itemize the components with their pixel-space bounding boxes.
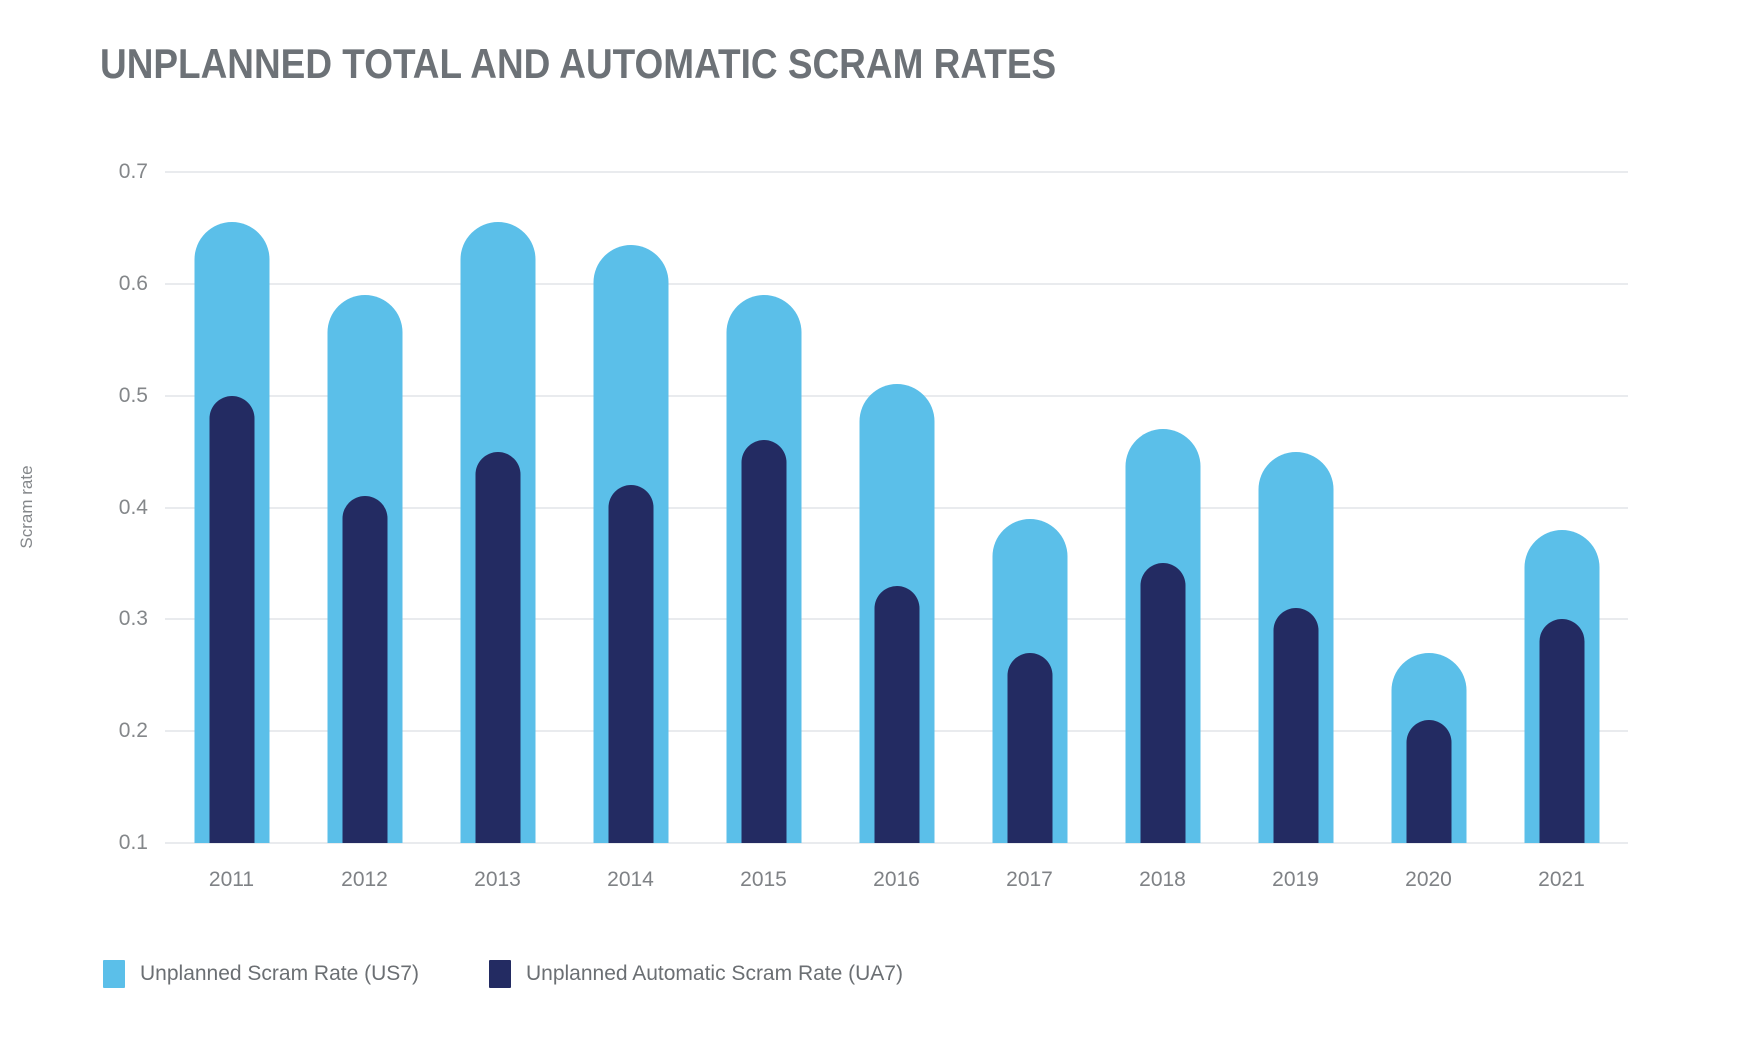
x-tick-label-2016: 2016 xyxy=(873,868,920,891)
gridline-0.7 xyxy=(165,171,1628,173)
legend-item-us7: Unplanned Scram Rate (US7) xyxy=(103,960,419,988)
x-tick-label-2013: 2013 xyxy=(474,868,521,891)
legend-label-ua7: Unplanned Automatic Scram Rate (UA7) xyxy=(525,962,903,985)
bar-group-2012 xyxy=(298,172,431,843)
x-tick-label-2012: 2012 xyxy=(341,868,388,891)
bar-ua7-2015 xyxy=(741,440,786,843)
gridline-0.1 xyxy=(165,842,1628,844)
y-axis-title: Scram rate xyxy=(17,465,36,549)
y-tick-label-0.1: 0.1 xyxy=(118,831,148,854)
gridline-0.6 xyxy=(165,282,1628,285)
legend: Unplanned Scram Rate (US7) Unplanned Auto… xyxy=(103,960,903,988)
bar-group-2018 xyxy=(1096,172,1229,843)
legend-swatch-ua7 xyxy=(488,960,511,988)
chart-title: UNPLANNED TOTAL AND AUTOMATIC SCRAM RATE… xyxy=(100,40,1057,87)
bar-ua7-2019 xyxy=(1273,608,1318,843)
bar-ua7-2018 xyxy=(1140,563,1185,843)
plot-area xyxy=(165,171,1628,844)
bar-ua7-2013 xyxy=(475,451,520,843)
bar-ua7-2016 xyxy=(874,585,919,843)
x-tick-label-2021: 2021 xyxy=(1538,868,1585,891)
bar-ua7-2012 xyxy=(342,496,387,843)
y-tick-label-0.7: 0.7 xyxy=(118,160,148,183)
bar-group-2011 xyxy=(165,172,298,843)
x-tick-label-2019: 2019 xyxy=(1272,868,1319,891)
bar-ua7-2017 xyxy=(1007,652,1052,843)
legend-label-us7: Unplanned Scram Rate (US7) xyxy=(140,962,419,985)
x-tick-label-2011: 2011 xyxy=(208,868,255,891)
bar-group-2015 xyxy=(697,172,830,843)
bar-group-2017 xyxy=(963,172,1096,843)
legend-swatch-us7 xyxy=(103,960,125,988)
x-tick-label-2018: 2018 xyxy=(1139,868,1186,891)
bar-group-2014 xyxy=(564,172,697,843)
bar-group-2013 xyxy=(431,172,564,843)
x-tick-label-2014: 2014 xyxy=(607,868,654,891)
x-tick-label-2020: 2020 xyxy=(1405,868,1452,891)
legend-item-ua7: Unplanned Automatic Scram Rate (UA7) xyxy=(488,960,903,988)
y-tick-label-0.2: 0.2 xyxy=(118,719,148,743)
bar-ua7-2021 xyxy=(1539,619,1584,843)
bar-group-2020 xyxy=(1362,172,1495,843)
x-tick-label-2015: 2015 xyxy=(740,868,787,891)
y-tick-label-0.4: 0.4 xyxy=(118,495,148,519)
y-tick-label-0.6: 0.6 xyxy=(118,271,148,295)
bar-ua7-2011 xyxy=(209,395,254,843)
y-tick-label-0.5: 0.5 xyxy=(118,383,148,407)
bar-group-2021 xyxy=(1495,172,1628,843)
bar-ua7-2020 xyxy=(1406,719,1451,843)
bar-group-2016 xyxy=(830,172,963,843)
bar-group-2019 xyxy=(1229,172,1362,843)
y-tick-label-0.3: 0.3 xyxy=(118,607,148,631)
x-tick-label-2017: 2017 xyxy=(1006,868,1053,891)
bar-ua7-2014 xyxy=(608,485,653,843)
